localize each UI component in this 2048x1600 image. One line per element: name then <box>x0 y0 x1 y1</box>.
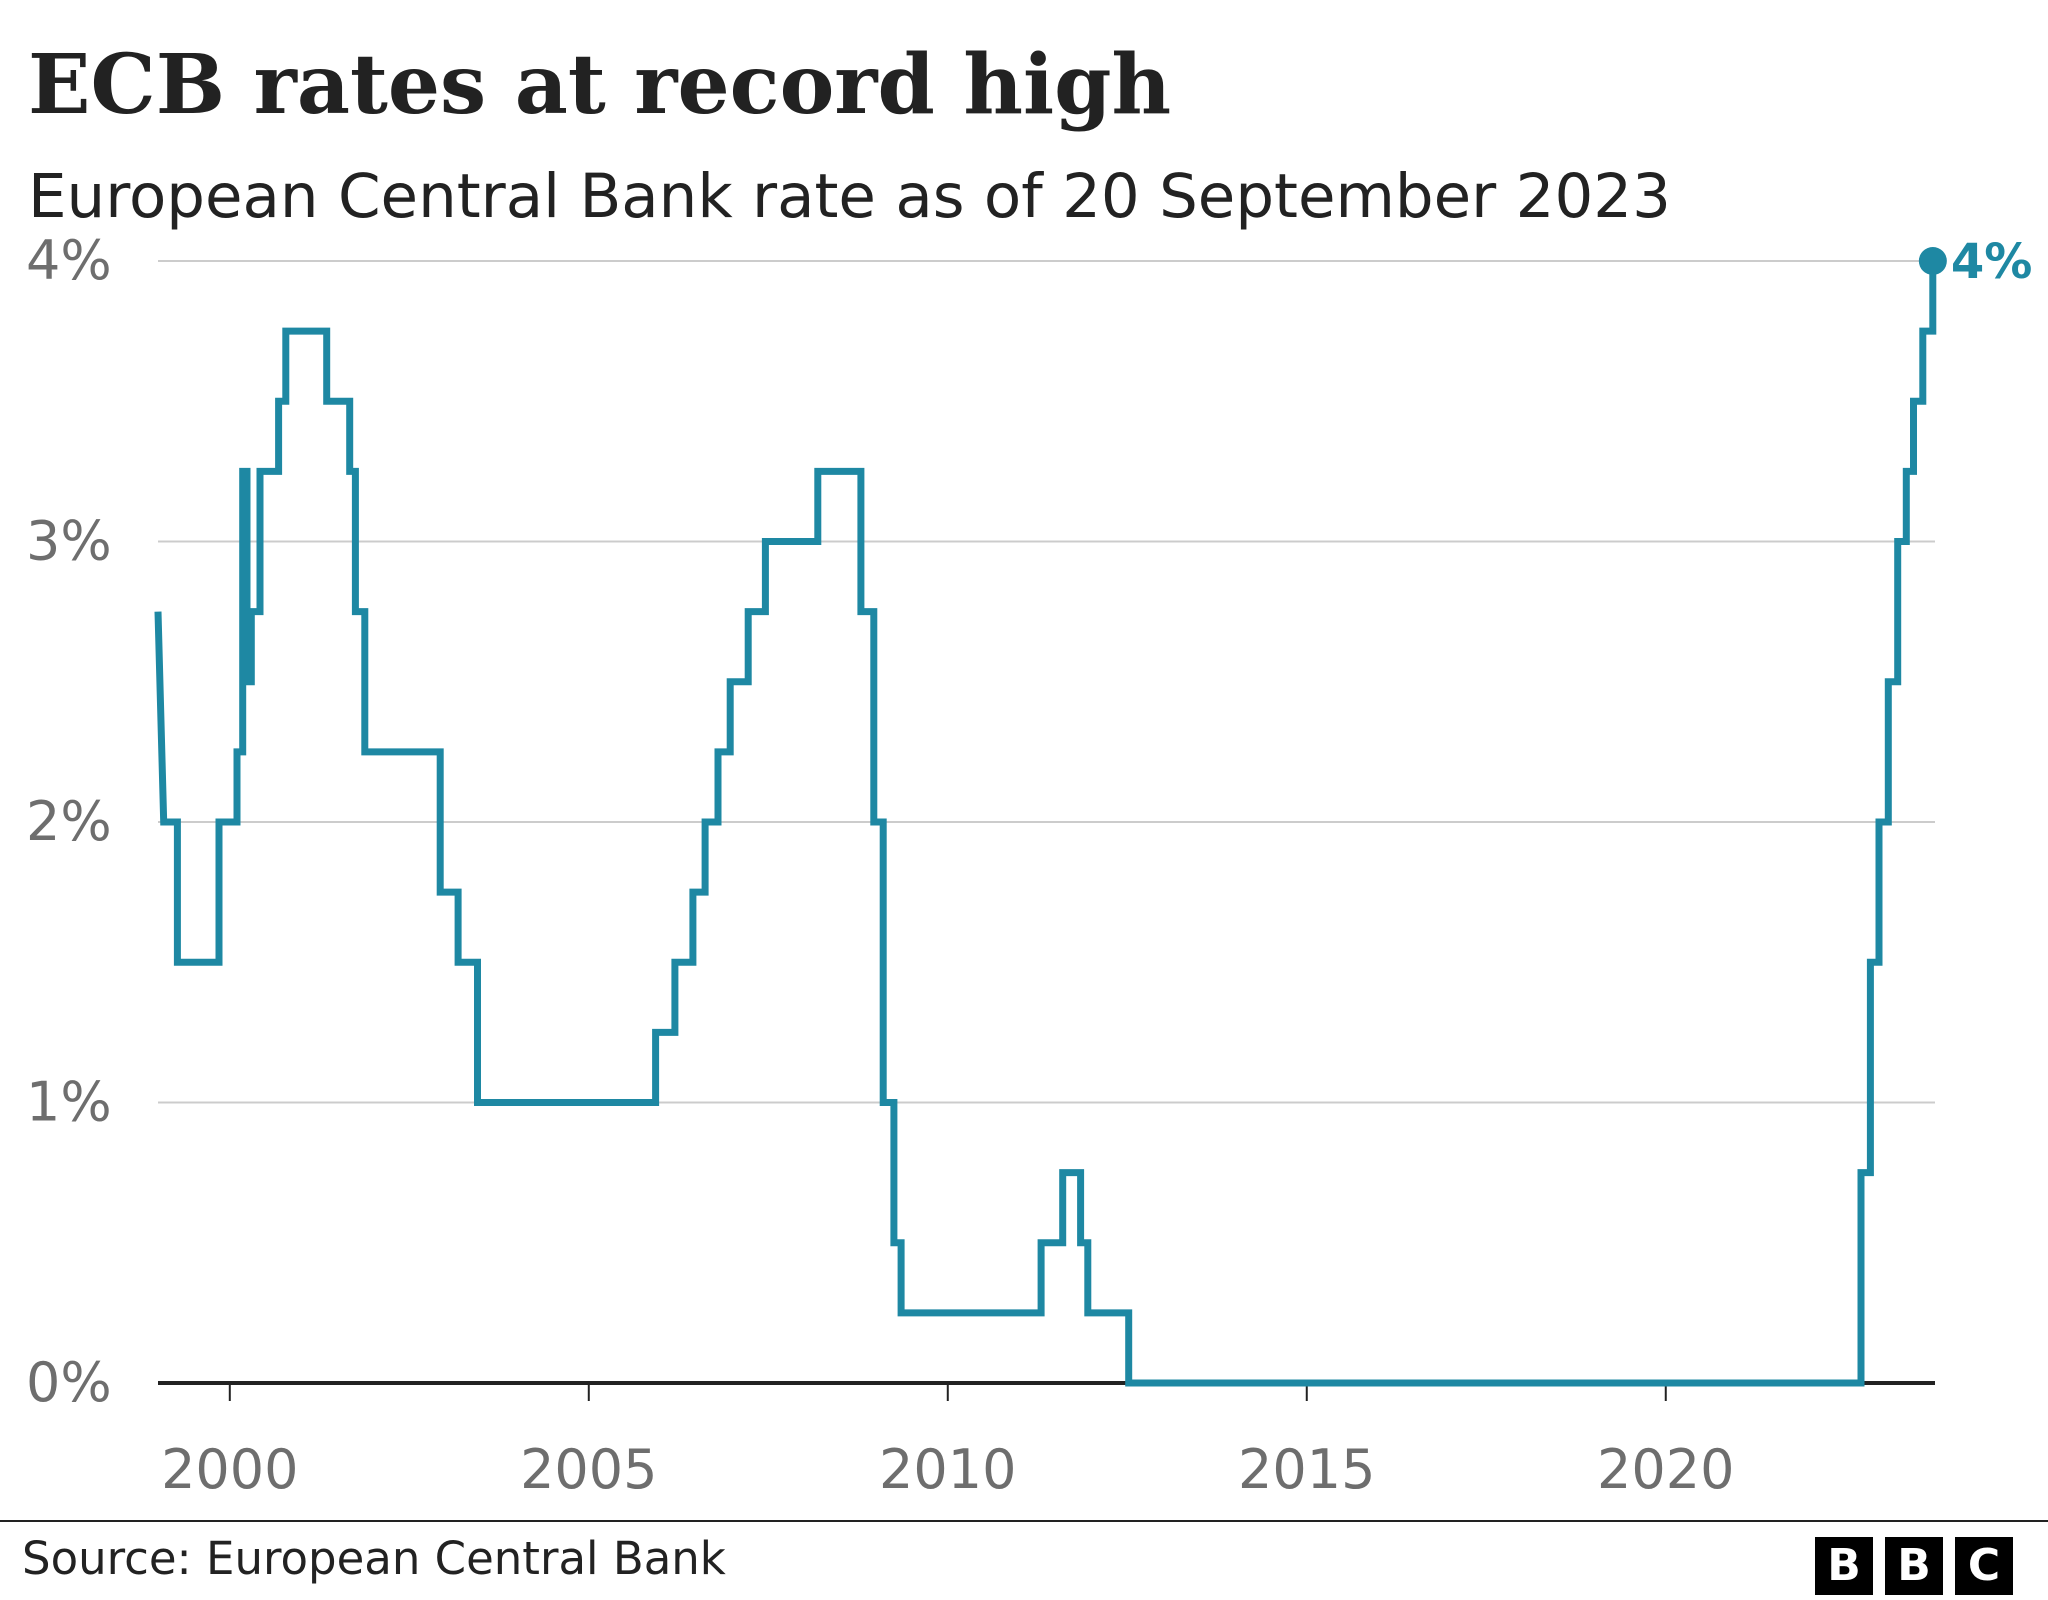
x-tick-label: 2010 <box>879 1438 1016 1501</box>
chart-subtitle: European Central Bank rate as of 20 Sept… <box>28 161 1671 232</box>
endpoint-layer: 4% <box>1918 234 2033 290</box>
endpoint-marker <box>1918 247 1947 275</box>
x-axis-ticks: 2000 2005 2010 2015 2020 <box>161 1383 1734 1501</box>
y-tick-label: 4% <box>26 229 112 292</box>
logo-letter: B <box>1885 1537 1943 1595</box>
series-layer <box>154 261 1937 1387</box>
x-tick-label: 2000 <box>161 1438 298 1501</box>
source-note: Source: European Central Bank <box>22 1532 726 1585</box>
chart-title: ECB rates at record high <box>28 37 1172 133</box>
y-tick-label: 0% <box>26 1351 112 1414</box>
gridlines <box>158 260 1935 1385</box>
chart-area: 0% 1% 2% 3% 4% 2000 2005 2010 2015 2020 4% <box>26 229 2033 1501</box>
y-tick-label: 2% <box>26 790 112 853</box>
endpoint-label: 4% <box>1951 234 2033 290</box>
footer-divider <box>0 1520 2048 1522</box>
logo-letter: B <box>1815 1537 1873 1595</box>
x-tick-label: 2015 <box>1238 1438 1375 1501</box>
y-tick-label: 3% <box>26 510 112 573</box>
y-axis-ticks: 0% 1% 2% 3% 4% <box>26 229 112 1414</box>
series-line <box>154 261 1937 1387</box>
x-tick-label: 2020 <box>1597 1438 1734 1501</box>
y-tick-label: 1% <box>26 1071 112 1134</box>
bbc-logo: B B C <box>1815 1537 2013 1595</box>
x-tick-label: 2005 <box>520 1438 657 1501</box>
logo-letter: C <box>1955 1537 2013 1595</box>
